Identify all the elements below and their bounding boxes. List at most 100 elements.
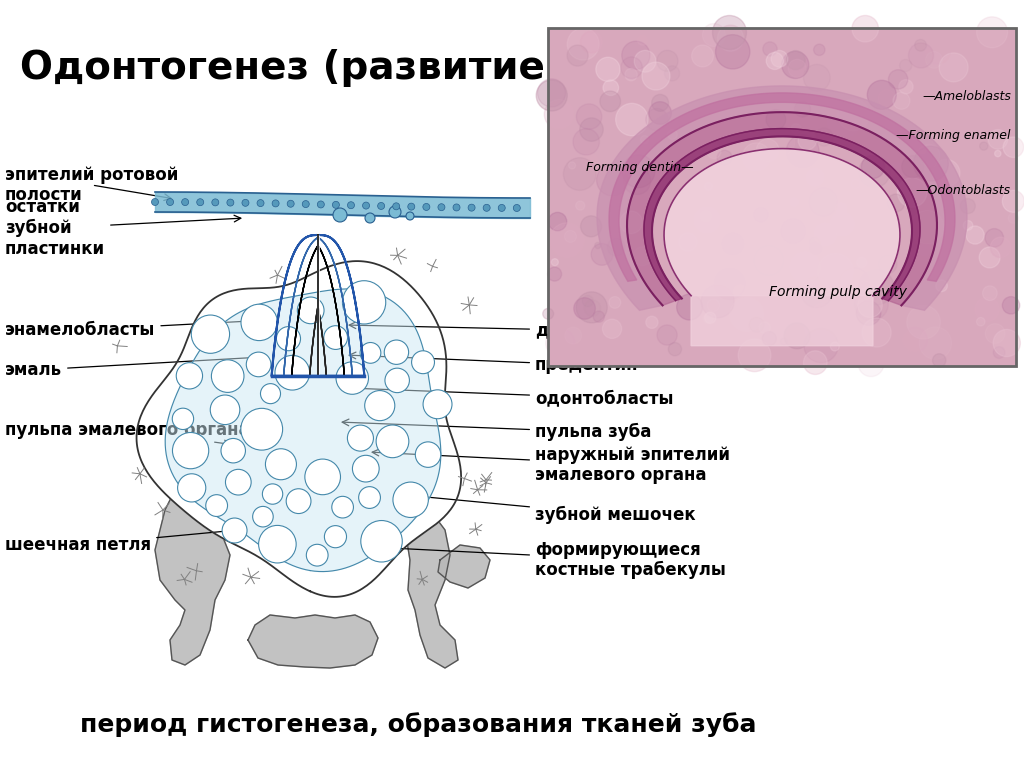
Circle shape [975, 298, 999, 321]
Bar [548, 28, 1016, 366]
Circle shape [779, 232, 796, 249]
Circle shape [766, 110, 785, 130]
Circle shape [286, 489, 311, 514]
Circle shape [714, 268, 745, 299]
Circle shape [609, 297, 621, 308]
Circle shape [784, 323, 810, 349]
Circle shape [177, 474, 206, 502]
Polygon shape [664, 149, 900, 296]
Circle shape [257, 199, 264, 206]
Circle shape [933, 160, 959, 186]
Circle shape [651, 94, 669, 111]
Circle shape [637, 35, 647, 45]
Circle shape [634, 51, 656, 72]
Circle shape [920, 327, 951, 360]
Text: остатки
зубной
пластинки: остатки зубной пластинки [5, 198, 241, 258]
Circle shape [703, 313, 714, 324]
Circle shape [991, 169, 1000, 179]
Circle shape [964, 221, 973, 230]
Circle shape [332, 496, 353, 518]
Circle shape [994, 150, 1001, 156]
Circle shape [851, 281, 877, 306]
Circle shape [691, 45, 714, 67]
Polygon shape [664, 149, 900, 346]
Polygon shape [155, 480, 230, 665]
Circle shape [221, 439, 246, 463]
Text: шеечная петля: шеечная петля [5, 528, 233, 554]
Circle shape [783, 94, 807, 117]
Circle shape [812, 278, 837, 302]
Circle shape [795, 101, 811, 117]
Polygon shape [309, 235, 327, 376]
Circle shape [172, 408, 194, 430]
Circle shape [893, 92, 910, 109]
Circle shape [701, 285, 734, 318]
Circle shape [581, 31, 602, 53]
Circle shape [172, 433, 209, 469]
Circle shape [961, 199, 975, 213]
Circle shape [762, 331, 776, 346]
Circle shape [830, 212, 854, 236]
Polygon shape [644, 129, 920, 301]
Circle shape [342, 281, 386, 324]
Circle shape [423, 203, 430, 210]
Text: дентин: дентин [349, 321, 604, 339]
Circle shape [802, 279, 818, 296]
Circle shape [603, 80, 618, 96]
Circle shape [879, 90, 895, 107]
Circle shape [621, 57, 642, 78]
Circle shape [585, 300, 601, 316]
Circle shape [836, 203, 847, 215]
Circle shape [905, 189, 912, 196]
Circle shape [669, 343, 682, 356]
Circle shape [253, 506, 273, 527]
Circle shape [926, 51, 942, 68]
Circle shape [707, 144, 721, 159]
Circle shape [665, 66, 680, 81]
Circle shape [668, 130, 677, 140]
Circle shape [680, 91, 688, 100]
Circle shape [730, 298, 764, 331]
Circle shape [567, 45, 588, 66]
Circle shape [225, 469, 251, 495]
Circle shape [861, 156, 885, 179]
Circle shape [581, 216, 602, 237]
Circle shape [809, 237, 819, 248]
Circle shape [882, 293, 908, 319]
Circle shape [858, 293, 883, 318]
Circle shape [738, 339, 771, 372]
Circle shape [742, 143, 770, 171]
Circle shape [1002, 190, 1024, 212]
Circle shape [642, 62, 670, 90]
Circle shape [814, 44, 825, 55]
Circle shape [181, 199, 188, 206]
Circle shape [980, 60, 986, 67]
Text: —Odontoblasts: —Odontoblasts [915, 185, 1011, 197]
Circle shape [538, 79, 565, 107]
Circle shape [939, 53, 968, 82]
Circle shape [854, 127, 876, 149]
Text: одонтобласты: одонтобласты [352, 385, 674, 407]
Circle shape [716, 35, 750, 69]
Circle shape [977, 17, 1008, 48]
Circle shape [423, 390, 452, 419]
Circle shape [607, 239, 625, 256]
Circle shape [818, 253, 853, 289]
Circle shape [358, 486, 381, 509]
Circle shape [210, 395, 240, 425]
Text: формирующиеся
костные трабекулы: формирующиеся костные трабекулы [394, 541, 726, 580]
Text: Forming dentin—: Forming dentin— [586, 162, 693, 175]
Text: энамелобласты: энамелобласты [5, 318, 266, 339]
Circle shape [333, 201, 339, 209]
Circle shape [362, 202, 370, 209]
Circle shape [677, 295, 702, 320]
Circle shape [336, 362, 369, 394]
Circle shape [152, 199, 159, 206]
Circle shape [347, 202, 354, 209]
Circle shape [573, 298, 595, 319]
Circle shape [246, 352, 271, 377]
Text: эмаль: эмаль [5, 354, 259, 379]
Circle shape [707, 299, 720, 311]
Circle shape [513, 205, 520, 212]
Circle shape [260, 384, 281, 403]
